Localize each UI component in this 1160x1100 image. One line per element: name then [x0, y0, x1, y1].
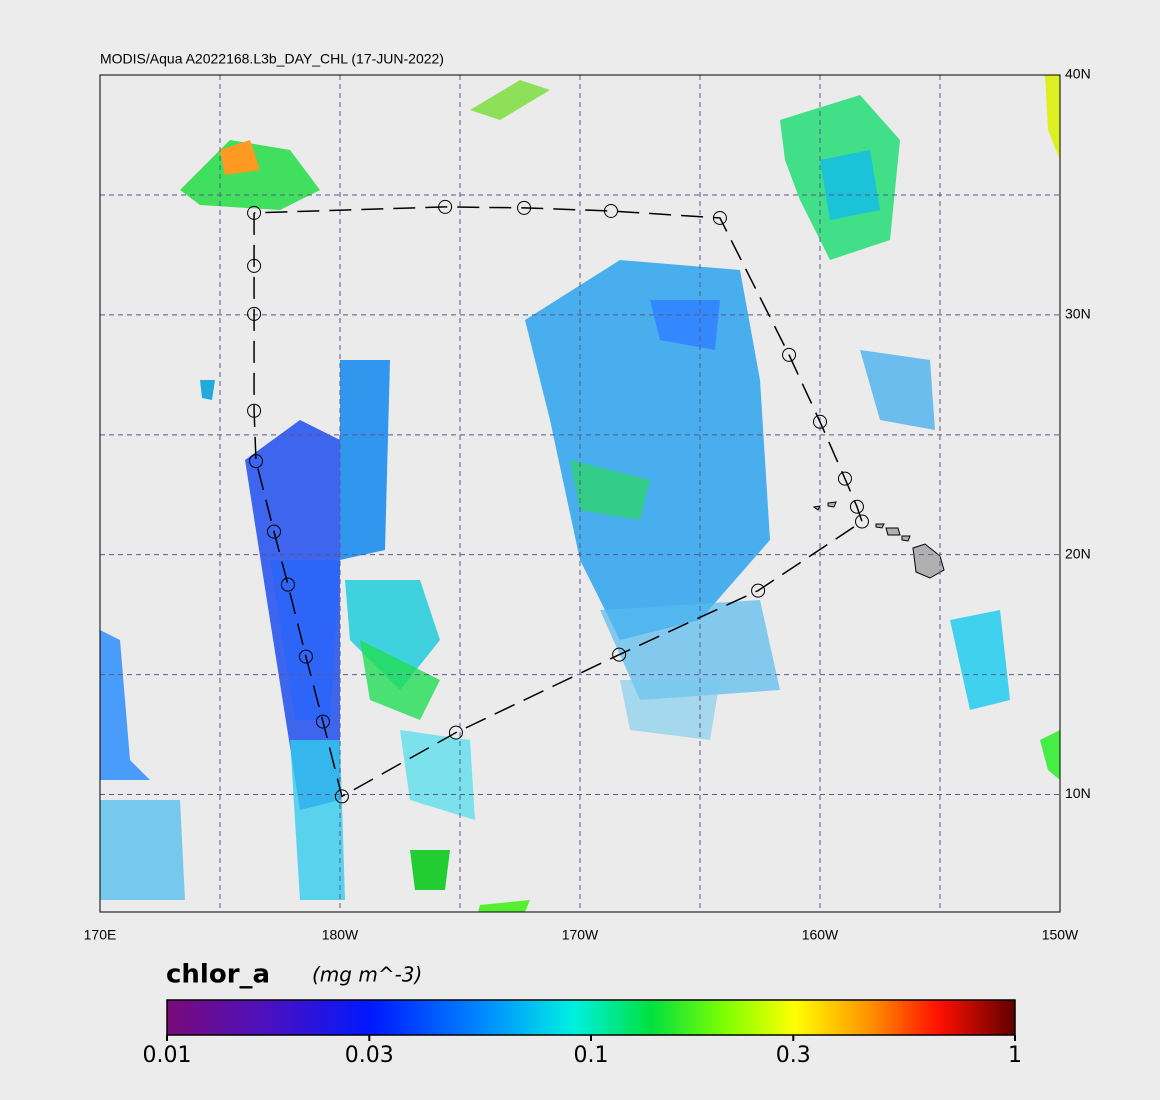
station: [448, 725, 463, 740]
map-title: MODIS/Aqua A2022168.L3b_DAY_CHL (17-JUN-…: [100, 51, 444, 67]
station: [837, 471, 852, 486]
map-frame: [99, 74, 1061, 913]
colorbar-tick-label: 0.01: [143, 1043, 192, 1068]
y-tick-label: 40N: [1065, 66, 1091, 82]
station: [712, 210, 727, 225]
station: [813, 414, 827, 429]
colorbar-units: (mg m^-3): [312, 963, 422, 987]
station: [267, 524, 281, 539]
station: [247, 205, 262, 220]
y-tick-label: 10N: [1065, 785, 1091, 801]
station: [247, 306, 262, 321]
colorbar-tick-label: 0.3: [776, 1043, 811, 1068]
track-line: [253, 206, 863, 798]
station: [612, 647, 627, 662]
cruise-track: [247, 199, 869, 804]
islands: [812, 501, 945, 579]
station: [249, 454, 263, 469]
y-tick-label: 30N: [1065, 306, 1091, 322]
station: [280, 577, 295, 592]
colorbar-label: chlor_a: [166, 960, 270, 990]
station: [603, 203, 618, 218]
station: [517, 200, 532, 215]
station: [438, 199, 453, 214]
x-tick-label: 160W: [802, 927, 839, 943]
x-tick-label: 180W: [322, 927, 359, 943]
y-tick-label: 20N: [1065, 545, 1091, 561]
station: [247, 258, 262, 273]
x-tick-label: 170E: [84, 927, 117, 943]
station: [298, 649, 313, 664]
colorbar-tick-label: 1: [1008, 1043, 1022, 1068]
station: [849, 499, 864, 514]
station: [247, 403, 262, 418]
chlorophyll-imagery: [100, 75, 1060, 912]
x-tick-label: 150W: [1042, 927, 1079, 943]
colorbar-tick-label: 0.03: [345, 1043, 394, 1068]
colorbar-tick-label: 0.1: [574, 1043, 609, 1068]
station: [855, 514, 869, 529]
station: [315, 714, 330, 729]
colorbar: [166, 999, 1016, 1036]
station: [751, 583, 766, 598]
station: [782, 347, 797, 362]
station: [334, 789, 349, 804]
graticule: [100, 75, 1060, 912]
x-tick-label: 170W: [562, 927, 599, 943]
